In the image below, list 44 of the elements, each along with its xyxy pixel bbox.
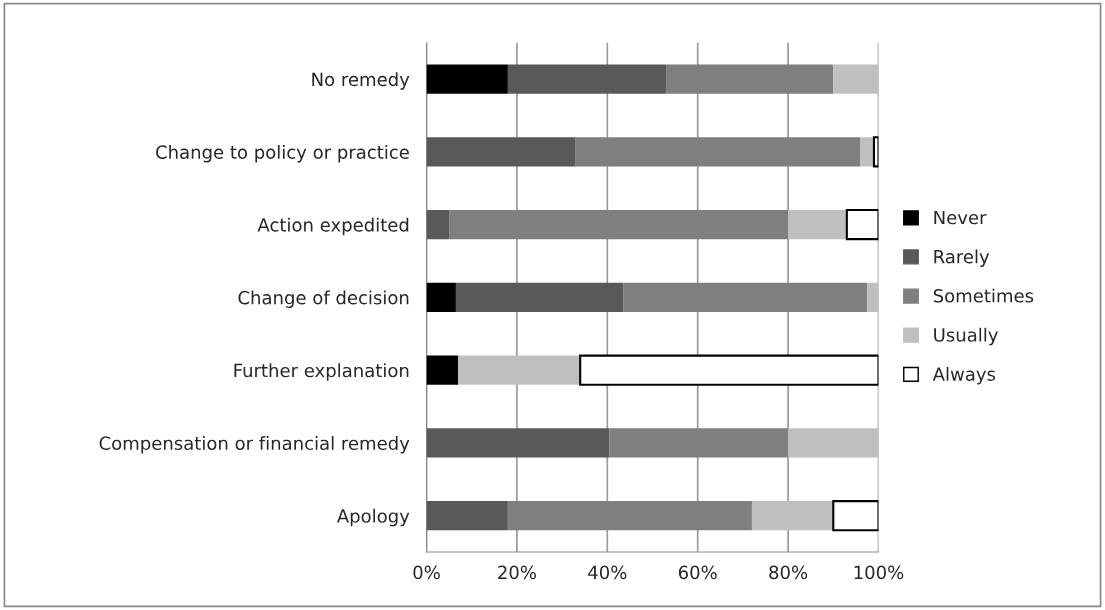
legend-label: Usually <box>934 327 998 346</box>
bar <box>832 500 879 532</box>
bar <box>872 136 879 168</box>
bar <box>575 137 861 167</box>
bar <box>507 501 752 531</box>
x-tick-label: 40% <box>588 565 627 580</box>
bar <box>426 428 610 458</box>
bar <box>833 64 879 94</box>
bar <box>426 282 456 312</box>
bar <box>666 64 834 94</box>
bar <box>623 282 868 312</box>
x-tick-label: 80% <box>769 565 808 580</box>
bar <box>579 354 879 386</box>
bar <box>867 282 879 312</box>
y-tick-label: Apology <box>336 508 410 527</box>
legend-label: Rarely <box>934 249 990 267</box>
legend-label: Never <box>934 210 987 225</box>
bar <box>751 501 834 531</box>
bar <box>860 137 874 167</box>
y-tick-label: Action expedited <box>257 217 409 236</box>
bar <box>449 210 789 240</box>
bar <box>426 210 450 240</box>
y-tick-label: Further explanation <box>234 363 409 381</box>
bar <box>458 355 581 385</box>
y-tick-label: Compensation or financial remedy <box>99 436 410 454</box>
x-tick-label: 60% <box>678 565 717 580</box>
y-tick-label: No remedy <box>312 72 410 90</box>
bar <box>507 64 667 94</box>
bar <box>609 428 789 458</box>
x-tick-label: 0% <box>413 565 440 580</box>
legend-label: Sometimes <box>933 288 1034 303</box>
y-tick-label: Change to policy or practice <box>156 144 409 163</box>
bar <box>426 355 459 385</box>
bar <box>426 501 508 531</box>
bar <box>455 282 624 312</box>
bar <box>788 428 879 458</box>
y-tick-label: Change of decision <box>238 290 409 308</box>
legend-label: Always <box>932 366 996 385</box>
bar <box>788 210 847 240</box>
bar <box>845 209 879 241</box>
bar <box>426 137 576 167</box>
bar <box>426 64 508 94</box>
x-tick-label: 20% <box>498 565 536 580</box>
x-tick-label: 100% <box>854 565 904 580</box>
